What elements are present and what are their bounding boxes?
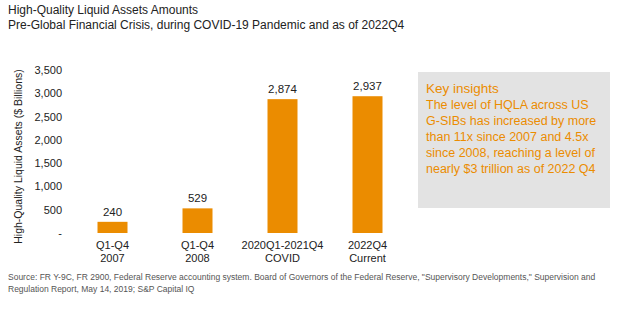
y-tick-label: 1,500: [34, 157, 62, 169]
data-label: 2,937: [353, 80, 382, 92]
x-tick-label: Q1-Q42008: [181, 239, 214, 264]
bar: [353, 96, 383, 233]
data-label: 2,874: [268, 83, 297, 95]
x-tick-label: 2020Q1-2021Q4COVID: [242, 239, 324, 264]
bar: [183, 208, 213, 233]
labels: 240 529 2,874 2,937: [103, 80, 382, 218]
source-note: Source: FR Y-9C, FR 2900, Federal Reserv…: [8, 272, 608, 295]
y-axis-label: High-Quality Liquid Assets ($ Billions): [12, 69, 24, 244]
y-tick-label: 1,000: [34, 180, 62, 192]
x-tick-label-line: 2020Q1-2021Q4: [242, 239, 324, 251]
y-tick-label: 3,000: [34, 87, 62, 99]
x-tick-label-line: Q1-Q4: [181, 239, 214, 251]
x-tick-label-line: Current: [349, 252, 386, 264]
annotation-title: Key insights: [426, 80, 602, 97]
y-tick-label: 3,500: [34, 64, 62, 76]
data-label: 240: [103, 206, 122, 218]
annotation-box: Key insightsThe level of HQLA across US …: [418, 72, 610, 208]
x-tick-label: 2022Q4Current: [348, 239, 387, 264]
x-axis: Q1-Q42007Q1-Q420082020Q1-2021Q4COVID2022…: [96, 239, 387, 264]
y-tick-label: 2,000: [34, 134, 62, 146]
x-tick-label-line: 2022Q4: [348, 239, 387, 251]
y-tick-label: 500: [44, 204, 62, 216]
bar: [98, 222, 128, 233]
y-axis: - 500 1,000 1,500 2,000 2,500 3,000 3,500: [34, 64, 62, 239]
annotation-text: The level of HQLA across US G-SIBs has i…: [426, 97, 602, 177]
subtitle: Pre-Global Financial Crisis, during COVI…: [8, 18, 405, 32]
x-tick-label-line: COVID: [265, 252, 300, 264]
title: High-Quality Liquid Assets Amounts: [8, 3, 198, 17]
data-label: 529: [188, 192, 207, 204]
x-tick-label-line: 2007: [100, 252, 124, 264]
x-tick-label: Q1-Q42007: [96, 239, 129, 264]
bar: [268, 99, 298, 233]
bars: [98, 96, 383, 233]
x-tick-label-line: 2008: [185, 252, 209, 264]
page: {"chart_data": {"type": "bar", "title": …: [0, 0, 623, 315]
y-tick-label: -: [58, 227, 62, 239]
x-tick-label-line: Q1-Q4: [96, 239, 129, 251]
y-tick-label: 2,500: [34, 111, 62, 123]
